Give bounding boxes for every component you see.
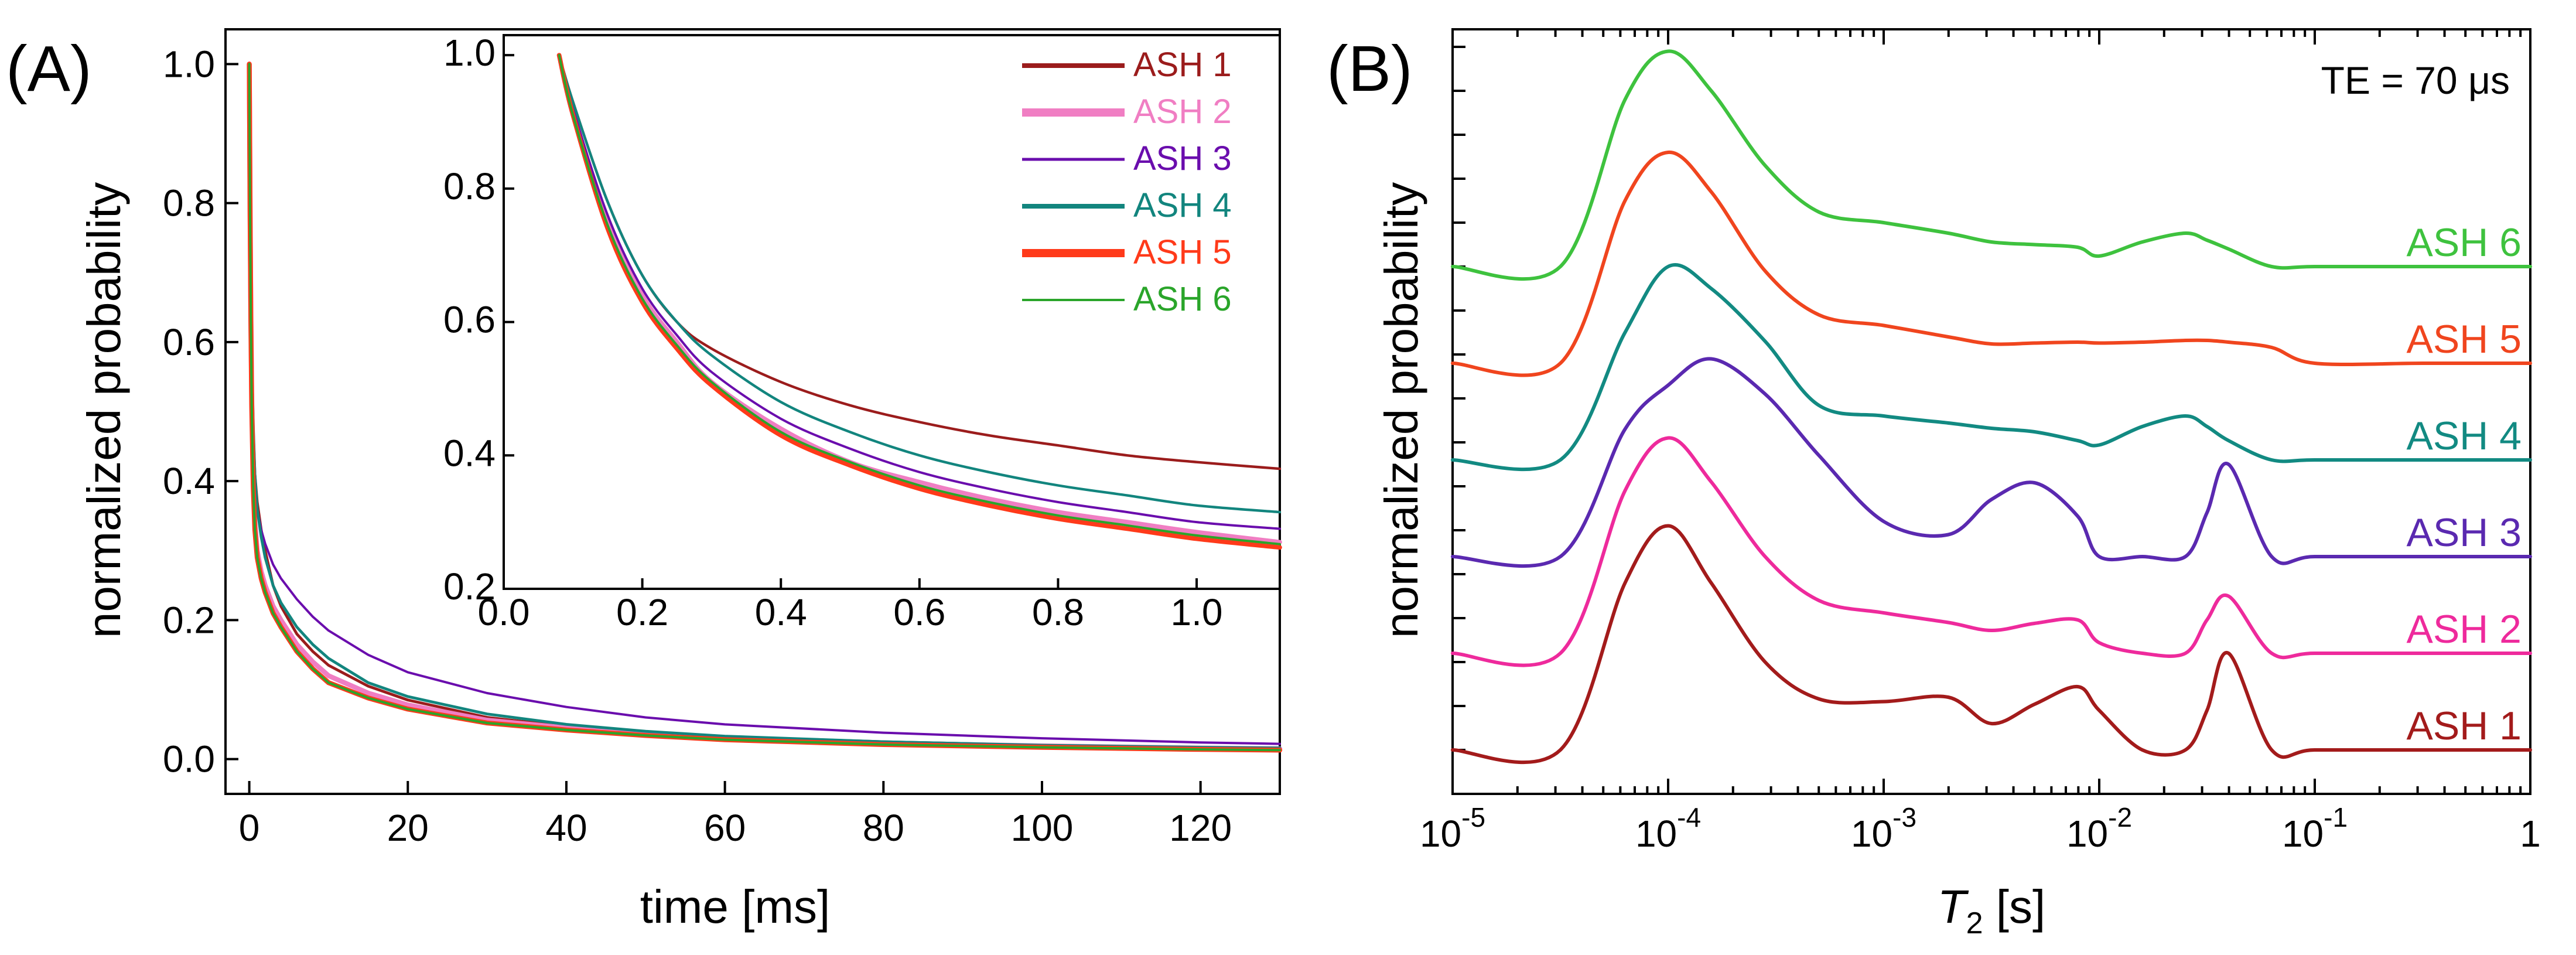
panel-b-series-5 [1451,150,2532,377]
panel-b-xlabel-sub: 2 [1966,906,1983,940]
legend-label-5: ASH 5 [1133,233,1232,271]
panel-b-series-label-3: ASH 3 [2406,510,2522,555]
inset-xtick-label: 0.2 [616,591,668,633]
panel-b-xtick-label: 10-3 [1851,802,1916,855]
inset-ytick-label: 0.8 [443,165,496,207]
inset-xtick-label: 1.0 [1171,591,1223,633]
panel-a-ytick-label: 0.4 [163,460,215,502]
inset-ytick-label: 0.2 [443,565,496,608]
panel-a-ylabel: normalized probability [78,182,130,638]
panel-a-ytick-label: 0.0 [163,738,215,780]
panel-b-xtick-label: 10-1 [2282,802,2348,855]
panel-b-label: (B) [1327,33,1413,105]
panel-b-xtick-label: 1 [2520,813,2541,855]
panel-b-series-label-6: ASH 6 [2406,220,2522,265]
panel-a-inset: 0.0 0.2 0.4 0.6 0.8 1.00.20.40.60.81.0 ASH 1A… [443,32,1282,633]
panel-b-xlabel-main: T [1938,881,1969,933]
panel-a-xlabel: time [ms] [640,881,830,933]
panel-a-xtick-label: 80 [863,807,904,849]
inset-series-5 [556,53,1282,550]
panel-b-series-label-4: ASH 4 [2406,414,2522,458]
panel-b-series-3 [1451,357,2532,568]
inset-series-6 [558,54,1281,545]
panel-a-xtick-label: 20 [387,807,429,849]
panel-b-series-label-1: ASH 1 [2406,704,2522,748]
panel-b-series-2 [1451,436,2532,667]
inset-curves [556,53,1282,550]
legend-label-4: ASH 4 [1133,186,1232,224]
panel-b-xlabel: T2 [s] [1938,881,2045,940]
panel-b-series-6 [1451,49,2532,281]
legend: ASH 1 ASH 2 ASH 3 ASH 4 ASH 5 ASH 6 [1022,46,1232,318]
panel-b-xtick-label: 10-4 [1635,802,1701,855]
legend-label-3: ASH 3 [1133,139,1232,178]
inset-series-4 [558,54,1282,514]
panel-a-xtick-label: 40 [545,807,587,849]
inset-ytick-label: 1.0 [443,32,496,74]
panel-b-ticks: 10-5 10-4 10-3 10-2 10-1 1 [1420,29,2541,855]
inset-ytick-label: 0.4 [443,432,496,474]
inset-series-2 [556,53,1282,545]
panel-b-ylabel: normalized probability [1375,182,1427,638]
panel-a-ytick-label: 0.6 [163,321,215,363]
panel-b-annotation: TE = 70 μs [2321,59,2510,102]
inset-frame [503,34,1281,590]
panel-a-ytick-label: 1.0 [163,43,215,85]
panel-b-xtick-label: 10-2 [2066,802,2132,855]
inset-ytick-label: 0.6 [443,299,496,341]
panel-b-series-label-5: ASH 5 [2406,317,2522,361]
panel-a-xtick-label: 120 [1169,807,1232,849]
inset-xtick-label: 0.6 [893,591,945,633]
panel-a-curves [247,62,1283,753]
panel-b-series-1 [1451,524,2532,765]
panel-a-ytick-label: 0.2 [163,599,215,641]
panel-a-series-6 [248,63,1281,752]
panel-a-xtick-label: 0 [239,807,260,849]
legend-label-6: ASH 6 [1133,280,1232,318]
panel-b-xlabel-unit: [s] [1983,881,2046,933]
inset-xtick-label: 0.8 [1032,591,1084,633]
panel-a-label: (A) [6,33,92,105]
legend-label-2: ASH 2 [1133,93,1232,131]
legend-label-1: ASH 1 [1133,46,1232,84]
panel-b-series-4 [1451,263,2532,472]
panel-b-series-label-2: ASH 2 [2406,607,2522,652]
panel-b-plot-frame [1451,28,2531,795]
panel-a-ytick-label: 0.8 [163,182,215,224]
panel-a-xtick-label: 60 [704,807,746,849]
inset-series-3 [558,54,1281,530]
inset-xtick-label: 0.4 [755,591,807,633]
inset-ticks: 0.0 0.2 0.4 0.6 0.8 1.00.20.40.60.81.0 [443,32,1222,633]
inset-xtick-label: 0.0 [478,591,530,633]
panel-b-xtick-label: 10-5 [1420,802,1485,855]
panel-b-curves: ASH 1 ASH 2 ASH 3 ASH 4 ASH 5 ASH 6 [1451,49,2532,765]
panel-a-xtick-label: 100 [1011,807,1074,849]
